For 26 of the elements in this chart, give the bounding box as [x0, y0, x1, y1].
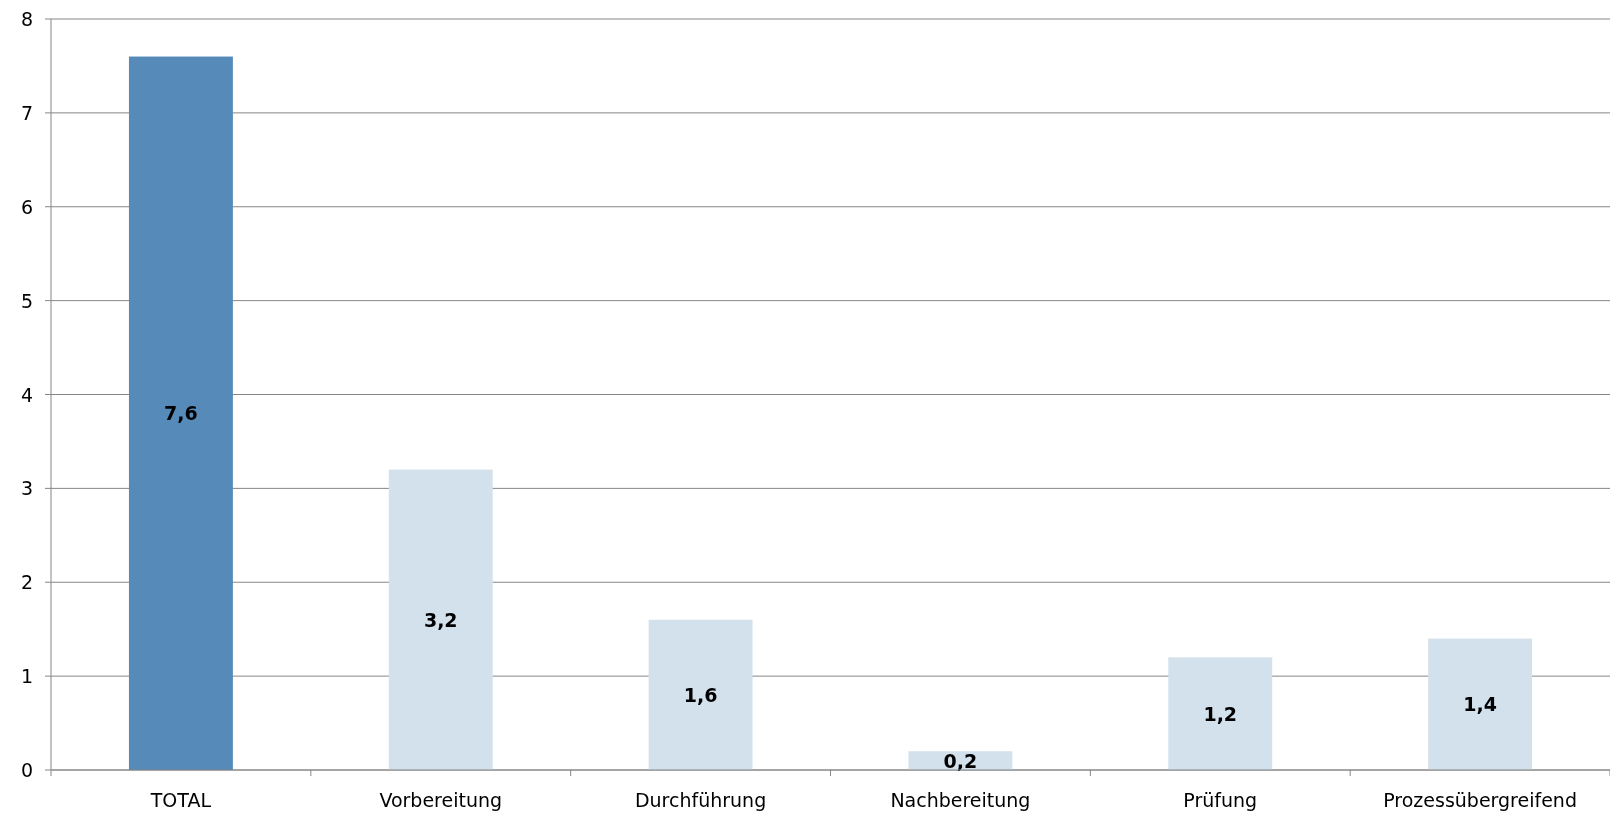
x-tick-label: Prüfung: [1183, 789, 1258, 811]
data-label: 1,2: [1203, 702, 1238, 725]
data-label: 0,2: [943, 749, 978, 772]
data-label: 3,2: [423, 608, 458, 631]
x-tick-label: TOTAL: [149, 789, 212, 811]
data-label: 1,4: [1463, 693, 1497, 716]
y-tick-label: 3: [20, 477, 34, 500]
bar: [1168, 657, 1273, 770]
y-tick-label: 0: [20, 759, 34, 781]
bar: [388, 469, 493, 770]
y-tick-label: 2: [20, 571, 34, 594]
bar: [648, 619, 753, 770]
x-tick-label: Prozessübergreifend: [1383, 789, 1577, 811]
x-tick-label: Nachbereitung: [890, 789, 1031, 811]
data-label: 7,6: [164, 402, 198, 425]
bar: [128, 56, 233, 770]
x-tick-label: Vorbereitung: [379, 789, 503, 811]
y-tick-label: 6: [20, 195, 34, 218]
y-tick-label: 5: [20, 289, 34, 312]
y-tick-label: 1: [20, 665, 34, 688]
y-tick-label: 4: [20, 383, 34, 406]
x-tick-label: Durchführung: [634, 789, 767, 811]
bar: [1428, 638, 1533, 770]
y-tick-label: 7: [20, 101, 34, 124]
y-tick-label: 8: [20, 8, 34, 30]
data-label: 1,6: [683, 683, 718, 706]
